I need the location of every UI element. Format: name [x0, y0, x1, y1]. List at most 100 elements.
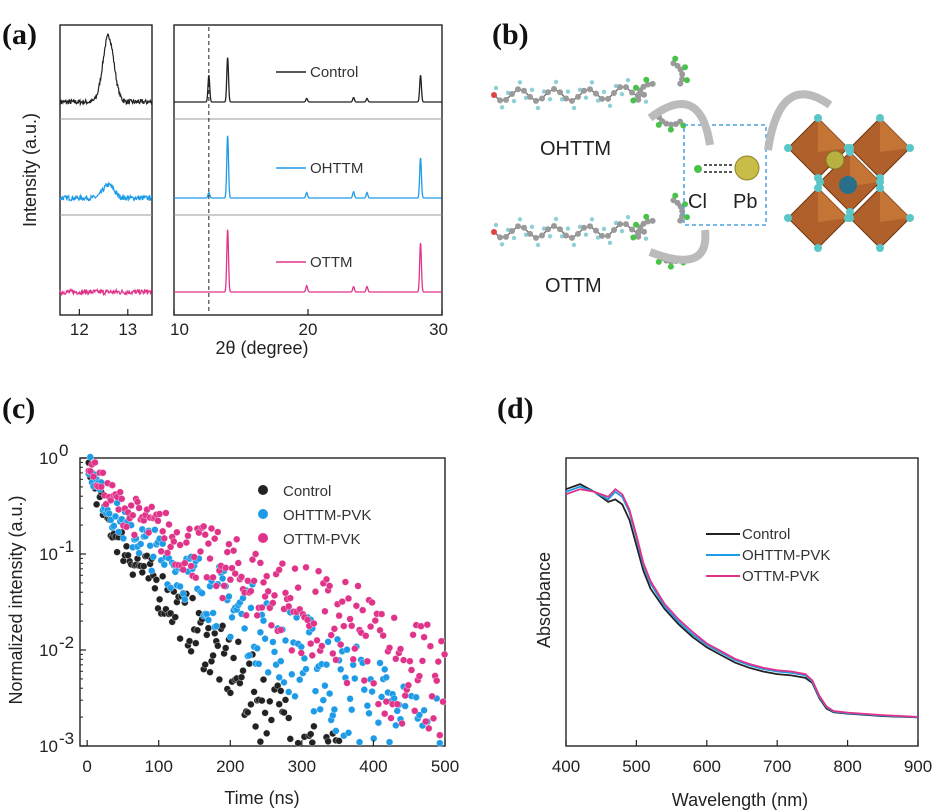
atom — [557, 226, 563, 233]
panel-label-a: (a) — [2, 18, 37, 51]
trpl-point-ottm-pvk — [407, 666, 416, 674]
trpl-point-control — [124, 551, 132, 559]
trpl-point-control — [280, 708, 288, 717]
atom — [517, 80, 523, 85]
trpl-point-control — [234, 638, 243, 646]
trpl-point-ottm-pvk — [374, 700, 383, 708]
halide-atom — [846, 148, 854, 156]
atom — [599, 95, 605, 102]
trpl-point-ottm-pvk — [335, 611, 343, 620]
trpl-point-ohttm-pvk — [226, 633, 235, 641]
trpl-point-ottm-pvk — [192, 573, 200, 582]
trpl-point-ottm-pvk — [200, 522, 208, 531]
trpl-point-control — [152, 576, 161, 584]
xrd-main-frame — [173, 24, 443, 316]
xrd-legend-label-ottm: OTTM — [310, 254, 353, 271]
atom — [547, 234, 553, 239]
atom — [545, 226, 551, 233]
trpl-point-control — [204, 624, 213, 632]
trpl-point-ottm-pvk — [181, 559, 189, 567]
trpl-point-control — [275, 700, 283, 708]
atom — [539, 232, 545, 239]
atom — [633, 221, 640, 228]
trpl-point-ottm-pvk — [368, 598, 376, 607]
trpl-point-ottm-pvk — [97, 483, 106, 491]
trpl-point-control — [209, 651, 217, 660]
xrd-zoom-frame — [59, 24, 153, 316]
trpl-point-ohttm-pvk — [114, 528, 123, 536]
atom — [583, 232, 589, 237]
atom — [499, 242, 505, 247]
cl-label: Cl — [688, 191, 707, 213]
atom — [655, 258, 662, 265]
trpl-point-control — [229, 654, 238, 662]
trpl-point-ottm-pvk — [275, 566, 283, 574]
atom — [605, 95, 611, 102]
trpl-y-tick-exponent: -3 — [59, 729, 74, 748]
trpl-point-ottm-pvk — [321, 607, 329, 615]
trpl-point-ottm-pvk — [196, 547, 205, 556]
atom — [515, 223, 521, 230]
trpl-point-ohttm-pvk — [135, 549, 143, 557]
trpl-point-ohttm-pvk — [302, 665, 310, 673]
atom — [491, 229, 497, 235]
trpl-point-ohttm-pvk — [316, 705, 324, 713]
atom — [535, 105, 541, 111]
trpl-point-ohttm-pvk — [148, 567, 156, 575]
xrd-zoom-tick-label: 13 — [118, 320, 137, 339]
trpl-point-ottm-pvk — [159, 527, 167, 535]
trpl-point-ottm-pvk — [313, 636, 321, 645]
trpl-point-ohttm-pvk — [415, 711, 424, 719]
atom — [630, 234, 637, 241]
atom — [668, 121, 675, 128]
trpl-point-control — [171, 613, 180, 621]
trpl-point-ottm-pvk — [285, 602, 293, 610]
trpl-point-ottm-pvk — [116, 488, 124, 496]
atom — [571, 242, 577, 248]
xrd-legend-label-ohttm: OHTTM — [310, 160, 363, 177]
trpl-point-ottm-pvk — [359, 606, 367, 614]
halide-atom — [814, 244, 822, 252]
trpl-point-ottm-pvk — [251, 550, 260, 558]
atom — [683, 214, 690, 221]
trpl-point-ohttm-pvk — [259, 616, 268, 625]
trpl-point-control — [250, 688, 258, 696]
trpl-y-tick-exponent: 0 — [59, 441, 68, 460]
trpl-point-ohttm-pvk — [198, 589, 206, 597]
trpl-point-ottm-pvk — [329, 649, 337, 658]
atom — [533, 234, 539, 241]
trpl-point-ottm-pvk — [281, 589, 290, 597]
atom — [672, 55, 679, 62]
atom — [547, 97, 553, 102]
trpl-point-ottm-pvk — [203, 573, 211, 581]
octahedron-face — [880, 118, 910, 152]
atom — [545, 89, 551, 96]
abs-x-tick-label: 500 — [622, 757, 650, 776]
trpl-point-control — [129, 570, 137, 579]
atom — [605, 232, 611, 239]
trpl-point-ohttm-pvk — [110, 522, 118, 530]
trpl-point-control — [236, 679, 244, 687]
trpl-point-ohttm-pvk — [256, 628, 265, 636]
trpl-point-ottm-pvk — [176, 541, 184, 549]
trpl-point-control — [244, 708, 252, 717]
trpl-point-ohttm-pvk — [360, 685, 368, 694]
trpl-point-ottm-pvk — [423, 620, 431, 629]
trpl-point-ohttm-pvk — [277, 657, 285, 665]
trpl-point-ottm-pvk — [162, 509, 170, 517]
atom — [629, 226, 635, 233]
abs-legend-label: OTTM-PVK — [742, 568, 820, 585]
trpl-y-tick-label: 10 — [39, 545, 58, 564]
atom — [569, 234, 575, 241]
atom — [649, 217, 656, 224]
trpl-point-ohttm-pvk — [209, 609, 217, 617]
trpl-point-ohttm-pvk — [225, 592, 233, 601]
trpl-point-ohttm-pvk — [393, 707, 401, 715]
trpl-point-ottm-pvk — [253, 611, 261, 620]
trpl-point-ottm-pvk — [277, 626, 285, 634]
atom — [623, 84, 629, 91]
halide-atom — [876, 178, 884, 186]
trpl-point-ohttm-pvk — [420, 706, 428, 714]
molecule-label-ottm: OTTM — [545, 275, 602, 297]
trpl-point-ottm-pvk — [229, 546, 238, 555]
